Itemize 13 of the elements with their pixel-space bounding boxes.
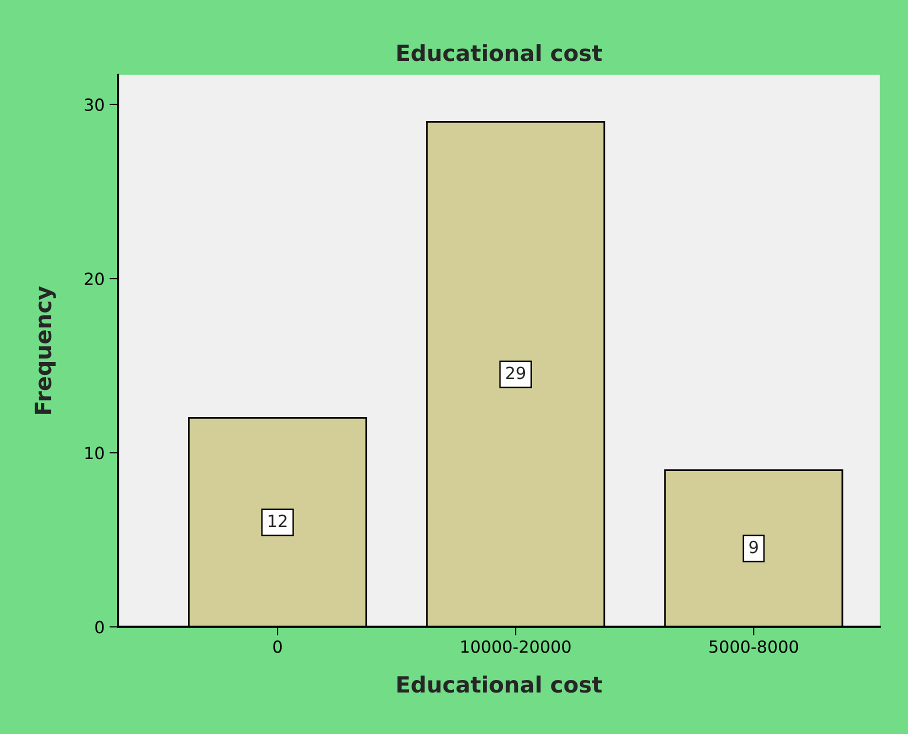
- chart-title: Educational cost: [397, 44, 602, 62]
- data-label: 12: [268, 514, 286, 527]
- x-tick-label: 5000-8000: [710, 640, 798, 653]
- x-tick-label: 10000-20000: [461, 640, 571, 653]
- y-tick-label: 20: [84, 272, 104, 286]
- x-tick-label: 0: [273, 640, 282, 653]
- data-label: 9: [749, 540, 758, 554]
- y-tick-label: 30: [84, 98, 104, 112]
- y-axis-title: Frequency: [34, 286, 56, 414]
- data-label: 29: [506, 366, 526, 380]
- y-tick-label: 10: [85, 446, 104, 460]
- x-axis-title: Educational cost: [397, 676, 602, 693]
- y-tick-label: 0: [95, 620, 104, 634]
